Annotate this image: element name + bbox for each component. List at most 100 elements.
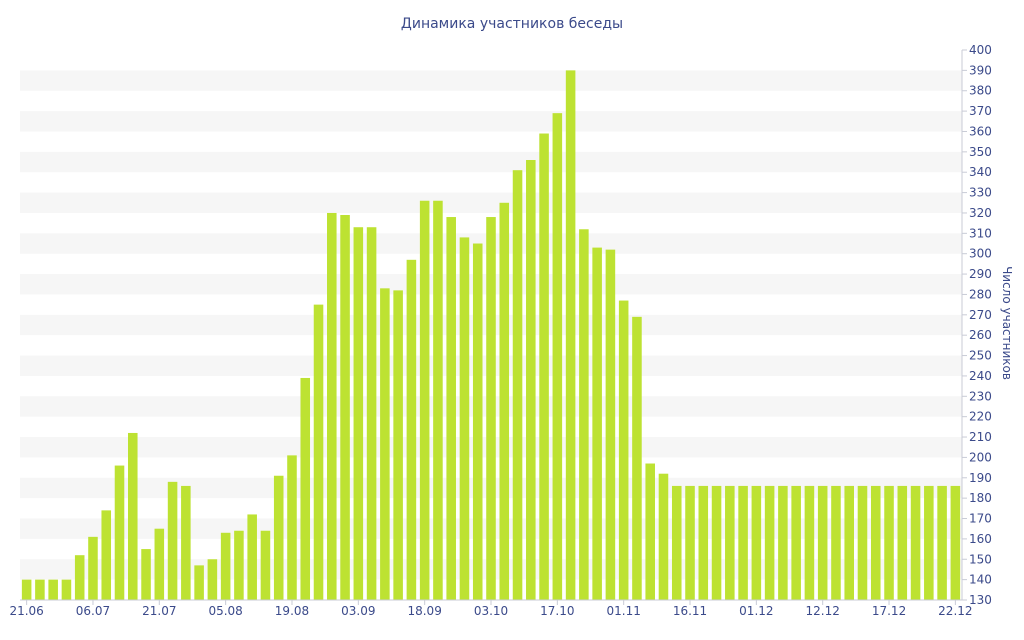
x-tick-label: 17.10: [540, 604, 574, 618]
bar: [618, 300, 629, 600]
bar: [154, 528, 165, 600]
bar: [579, 229, 589, 600]
x-tick-label: 03.09: [341, 604, 375, 618]
x-tick-label: 16.11: [673, 604, 707, 618]
y-tick-label: 290: [969, 267, 992, 281]
bar: [167, 481, 178, 600]
x-axis: 21.06 06.07 21.07 05.08 19.08 03.09 18.09 03.10…: [9, 600, 973, 618]
y-tick-label: 270: [969, 308, 992, 322]
bar: [300, 377, 311, 600]
y-tick-label: 400: [969, 43, 992, 57]
bar: [817, 485, 828, 600]
bar: [512, 170, 523, 600]
y-tick-label: 150: [969, 552, 992, 566]
y-tick-label: 280: [969, 287, 992, 301]
x-tick-label: 12.12: [806, 604, 840, 618]
y-tick-label: 310: [969, 226, 992, 240]
y-tick-label: 130: [969, 593, 992, 607]
bar: [658, 473, 669, 600]
bar: [738, 485, 748, 600]
y-tick-label: 170: [969, 512, 992, 526]
bar: [48, 579, 58, 600]
x-tick-label: 17.12: [872, 604, 906, 618]
bar: [406, 259, 417, 600]
bar: [685, 485, 695, 600]
bar: [74, 555, 85, 600]
x-tick-label: 05.08: [208, 604, 242, 618]
bar: [804, 485, 815, 600]
y-tick-label: 230: [969, 389, 992, 403]
bar: [207, 559, 218, 600]
bar: [234, 530, 244, 600]
bar: [353, 227, 364, 600]
bar: [605, 249, 616, 600]
bar: [114, 465, 125, 600]
bar: [127, 432, 138, 600]
bar: [88, 536, 98, 600]
bar: [565, 70, 576, 601]
bar: [924, 485, 934, 600]
bar: [844, 485, 855, 600]
grid-band: [20, 151, 962, 173]
y-tick-label: 200: [969, 450, 992, 464]
bar: [273, 475, 284, 600]
bar: [220, 532, 231, 600]
bar: [141, 549, 151, 600]
y-tick-label: 300: [969, 247, 992, 261]
bar: [433, 200, 443, 601]
y-tick-label: 330: [969, 186, 992, 200]
x-tick-label: 01.11: [606, 604, 640, 618]
bar: [287, 455, 297, 600]
bar: [632, 316, 642, 600]
bar: [539, 133, 549, 600]
y-tick-label: 140: [969, 573, 992, 587]
grid-band: [20, 70, 962, 91]
bar: [897, 485, 908, 600]
x-tick-label: 19.08: [275, 604, 309, 618]
bar: [884, 485, 894, 600]
bar: [698, 485, 709, 600]
bar: [366, 227, 377, 600]
bar: [778, 485, 788, 600]
y-tick-label: 210: [969, 430, 992, 444]
y-tick-label: 220: [969, 410, 992, 424]
bar: [725, 485, 735, 600]
bar: [751, 485, 762, 600]
bar: [499, 202, 510, 600]
bar: [194, 565, 204, 600]
y-tick-label: 360: [969, 124, 992, 138]
y-tick-label: 260: [969, 328, 992, 342]
bar: [671, 485, 682, 600]
chart-title: Динамика участников беседы: [401, 16, 623, 32]
bar: [857, 485, 868, 600]
bar: [592, 247, 602, 600]
x-tick-label: 18.09: [407, 604, 441, 618]
bar: [831, 485, 841, 600]
bar: [61, 579, 72, 600]
x-tick-label: 21.06: [9, 604, 43, 618]
bar: [526, 160, 536, 600]
bar: [419, 200, 430, 601]
bar: [459, 237, 470, 600]
x-tick-label: 06.07: [76, 604, 110, 618]
y-tick-label: 320: [969, 206, 992, 220]
bar: [486, 217, 496, 600]
grid-band: [20, 192, 962, 213]
bar: [645, 463, 655, 600]
y-axis: 130 140 150 160 170 180 190 200 210 220 230 240 250 2…: [962, 43, 992, 607]
x-tick-label: 22.12: [938, 604, 972, 618]
bar: [552, 113, 563, 601]
y-tick-label: 180: [969, 491, 992, 505]
bar: [260, 530, 271, 600]
bar: [101, 510, 112, 600]
bar: [35, 579, 45, 600]
bar: [910, 485, 921, 600]
bar: [446, 217, 456, 600]
x-tick-label: 21.07: [142, 604, 176, 618]
bar: [327, 212, 337, 601]
grid-band: [20, 111, 962, 132]
y-tick-label: 190: [969, 471, 992, 485]
x-tick-label: 01.12: [739, 604, 773, 618]
y-tick-label: 350: [969, 145, 992, 159]
bar: [247, 514, 257, 600]
